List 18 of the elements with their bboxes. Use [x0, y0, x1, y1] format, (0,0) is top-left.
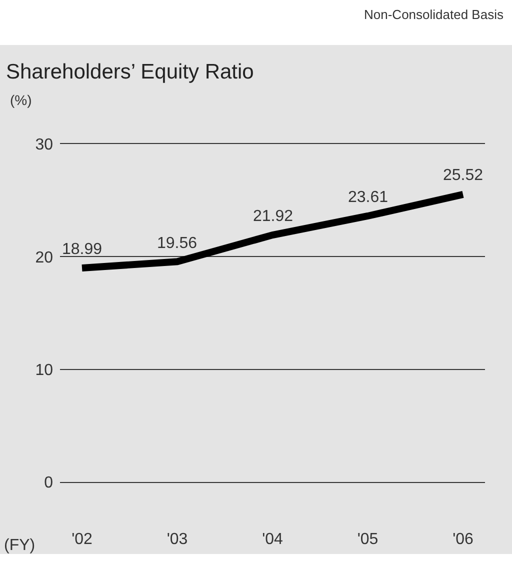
x-tick-label: '03 — [166, 531, 188, 548]
y-axis-title: (%) — [10, 92, 32, 108]
x-axis-title: (FY) — [4, 537, 36, 554]
y-tick-label: 20 — [35, 249, 54, 266]
x-tick-label: '06 — [452, 531, 474, 548]
x-tick-label: '02 — [72, 531, 93, 548]
data-label: 19.56 — [157, 235, 198, 252]
chart-title: Shareholders’ Equity Ratio — [6, 60, 254, 84]
data-label: 21.92 — [253, 208, 294, 225]
y-tick-label: 10 — [35, 362, 54, 379]
data-label: 25.52 — [443, 167, 484, 184]
y-tick-label: 0 — [44, 474, 54, 492]
x-tick-label: '05 — [357, 531, 378, 548]
text: Non-Consolidated Basis — [364, 7, 504, 22]
data-label: 18.99 — [62, 241, 102, 258]
x-tick-label: '04 — [262, 531, 284, 548]
y-tick-label: 30 — [35, 136, 54, 154]
data-label: 23.61 — [348, 189, 388, 206]
